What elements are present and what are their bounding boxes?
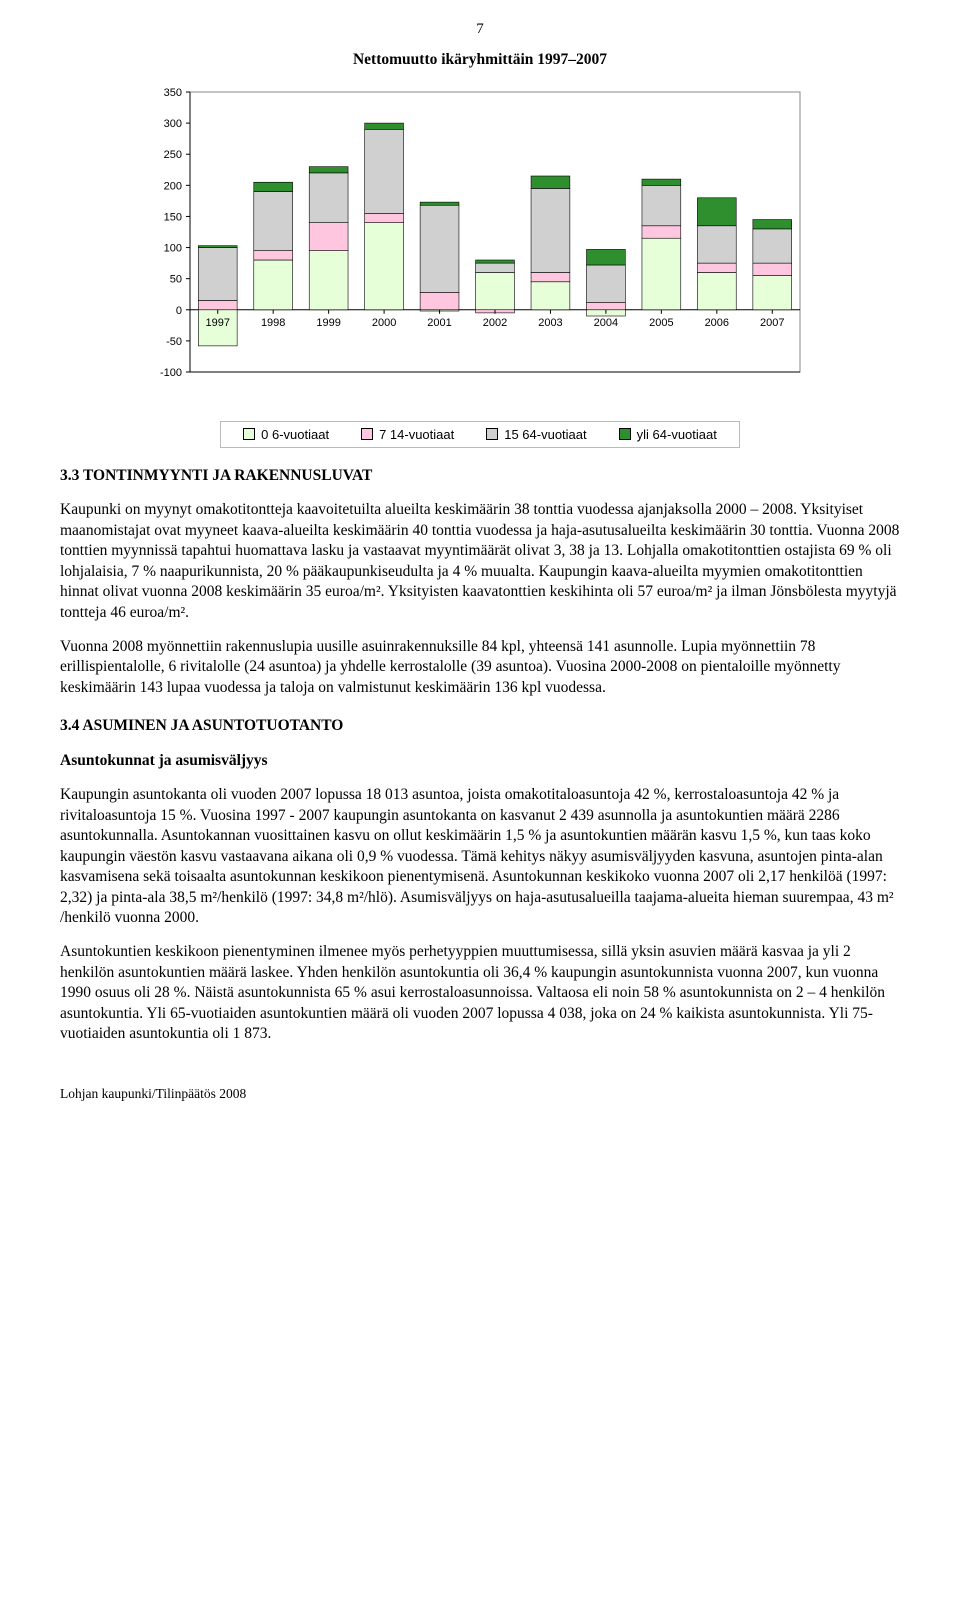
chart-title: Nettomuutto ikäryhmittäin 1997–2007 bbox=[60, 50, 900, 70]
svg-text:200: 200 bbox=[164, 181, 182, 193]
legend-label: 7 14-vuotiaat bbox=[379, 426, 454, 443]
svg-text:300: 300 bbox=[164, 118, 182, 130]
legend-swatch bbox=[361, 428, 373, 440]
legend-swatch bbox=[619, 428, 631, 440]
svg-text:1999: 1999 bbox=[316, 317, 340, 329]
svg-text:0: 0 bbox=[176, 305, 182, 317]
legend-item: 15 64-vuotiaat bbox=[486, 426, 586, 443]
section-3-3-para-2: Vuonna 2008 myönnettiin rakennuslupia uu… bbox=[60, 637, 900, 698]
svg-text:350: 350 bbox=[164, 87, 182, 99]
legend-item: 0 6-vuotiaat bbox=[243, 426, 329, 443]
svg-text:-50: -50 bbox=[166, 336, 182, 348]
section-3-3-para-1: Kaupunki on myynyt omakotitontteja kaavo… bbox=[60, 500, 900, 623]
svg-text:2006: 2006 bbox=[705, 317, 729, 329]
svg-text:2000: 2000 bbox=[372, 317, 396, 329]
stacked-bar-chart: -100 -50 0 50 100 150 200 250 300 350 1997 1998 1999… bbox=[140, 82, 820, 402]
section-3-4-subheading: Asuntokunnat ja asumisväljyys bbox=[60, 751, 900, 771]
svg-text:50: 50 bbox=[170, 274, 182, 286]
footer-text: Lohjan kaupunki/Tilinpäätös 2008 bbox=[60, 1085, 900, 1103]
svg-text:2002: 2002 bbox=[483, 317, 507, 329]
svg-text:2003: 2003 bbox=[538, 317, 562, 329]
legend-item: 7 14-vuotiaat bbox=[361, 426, 454, 443]
svg-text:1997: 1997 bbox=[205, 317, 229, 329]
svg-text:1998: 1998 bbox=[261, 317, 285, 329]
page-number: 7 bbox=[60, 20, 900, 40]
chart-area: -100 -50 0 50 100 150 200 250 300 350 1997 1998 1999… bbox=[140, 82, 820, 448]
svg-text:2001: 2001 bbox=[427, 317, 451, 329]
svg-text:-100: -100 bbox=[160, 367, 182, 379]
section-3-4-heading: 3.4 ASUMINEN JA ASUNTOTUOTANTO bbox=[60, 716, 900, 736]
svg-text:150: 150 bbox=[164, 212, 182, 224]
svg-text:2004: 2004 bbox=[594, 317, 618, 329]
section-3-4-para-2: Asuntokuntien keskikoon pienentyminen il… bbox=[60, 942, 900, 1044]
legend-swatch bbox=[243, 428, 255, 440]
legend-label: yli 64-vuotiaat bbox=[637, 426, 717, 443]
section-3-4-para-1: Kaupungin asuntokanta oli vuoden 2007 lo… bbox=[60, 785, 900, 928]
svg-text:2007: 2007 bbox=[760, 317, 784, 329]
legend-item: yli 64-vuotiaat bbox=[619, 426, 717, 443]
legend-label: 15 64-vuotiaat bbox=[504, 426, 586, 443]
legend-label: 0 6-vuotiaat bbox=[261, 426, 329, 443]
svg-text:100: 100 bbox=[164, 243, 182, 255]
legend-swatch bbox=[486, 428, 498, 440]
chart-legend: 0 6-vuotiaat 7 14-vuotiaat 15 64-vuotiaat y… bbox=[220, 421, 740, 448]
section-3-3-heading: 3.3 TONTINMYYNTI JA RAKENNUSLUVAT bbox=[60, 466, 900, 486]
svg-text:2005: 2005 bbox=[649, 317, 673, 329]
svg-text:250: 250 bbox=[164, 149, 182, 161]
